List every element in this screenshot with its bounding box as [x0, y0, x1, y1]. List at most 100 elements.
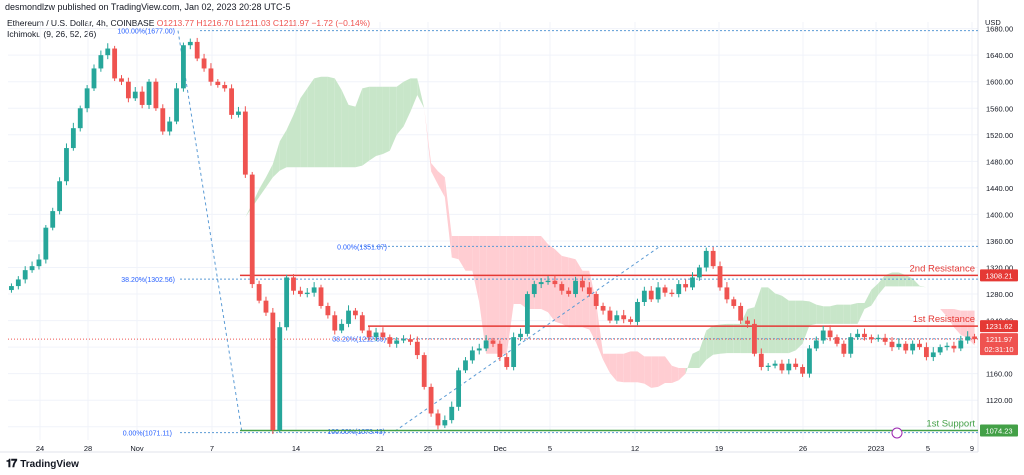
candle-body[interactable] [655, 287, 661, 300]
candle-body[interactable] [483, 340, 489, 349]
candle-body[interactable] [683, 284, 689, 288]
candle-body[interactable] [359, 315, 365, 331]
candle-body[interactable] [868, 337, 874, 340]
candle-body[interactable] [125, 81, 131, 99]
candle-body[interactable] [752, 323, 757, 354]
candle-body[interactable] [167, 121, 173, 132]
tradingview-logo[interactable]: 𝟏𝟕 TradingView [6, 458, 79, 471]
candle-body[interactable] [696, 267, 702, 278]
candle-body[interactable] [600, 305, 606, 311]
candle-body[interactable] [676, 284, 682, 295]
candle-body[interactable] [662, 287, 668, 293]
candle-body[interactable] [256, 284, 262, 301]
candle-body[interactable] [249, 174, 255, 285]
candle-body[interactable] [277, 327, 283, 431]
candle-body[interactable] [64, 148, 69, 182]
candle-body[interactable] [346, 310, 351, 324]
candle-body[interactable] [215, 81, 221, 86]
candle-body[interactable] [146, 81, 152, 105]
symbol-label[interactable]: Ethereum / U.S. Dollar, 4h, COINBASE [7, 18, 155, 28]
candle-body[interactable] [889, 341, 895, 348]
candle-body[interactable] [408, 339, 413, 342]
candle-body[interactable] [862, 333, 867, 338]
candle-body[interactable] [524, 294, 530, 334]
candle-body[interactable] [855, 333, 861, 338]
candle-body[interactable] [786, 363, 792, 371]
candle-body[interactable] [848, 337, 854, 354]
candle-body[interactable] [745, 320, 750, 324]
candle-body[interactable] [958, 340, 964, 349]
candle-body[interactable] [738, 305, 744, 321]
candle-body[interactable] [641, 290, 647, 302]
candle-body[interactable] [222, 85, 228, 89]
candle-body[interactable] [119, 78, 124, 82]
candle-body[interactable] [181, 45, 186, 89]
candle-body[interactable] [263, 300, 269, 313]
candle-body[interactable] [229, 88, 234, 115]
candle-body[interactable] [311, 287, 317, 293]
candle-body[interactable] [580, 280, 585, 288]
candle-body[interactable] [353, 310, 358, 316]
candle-body[interactable] [669, 292, 675, 295]
candle-body[interactable] [380, 332, 386, 338]
candle-body[interactable] [937, 347, 943, 353]
candle-body[interactable] [800, 367, 805, 374]
candle-body[interactable] [469, 350, 475, 361]
candle-body[interactable] [951, 345, 957, 349]
candle-body[interactable] [703, 250, 709, 268]
candle-body[interactable] [36, 259, 42, 267]
candle-body[interactable] [944, 345, 950, 348]
candle-body[interactable] [401, 339, 406, 341]
candle-body[interactable] [284, 277, 290, 328]
candle-body[interactable] [779, 363, 785, 371]
candle-body[interactable] [139, 91, 145, 105]
candle-body[interactable] [559, 284, 565, 291]
candle-body[interactable] [827, 330, 833, 338]
candle-body[interactable] [614, 315, 620, 321]
candle-body[interactable] [710, 250, 716, 267]
candle-body[interactable] [70, 128, 76, 149]
candle-body[interactable] [160, 108, 166, 132]
candle-body[interactable] [394, 340, 400, 344]
candle-body[interactable] [449, 406, 455, 421]
candle-body[interactable] [875, 337, 881, 340]
candle-body[interactable] [9, 286, 14, 291]
candle-body[interactable] [518, 333, 523, 338]
candle-body[interactable] [497, 343, 503, 358]
candle-body[interactable] [923, 347, 929, 358]
candle-body[interactable] [538, 282, 544, 285]
candle-body[interactable] [820, 330, 826, 341]
candle-body[interactable] [421, 355, 427, 387]
candle-body[interactable] [504, 357, 510, 368]
candle-body[interactable] [174, 88, 179, 122]
candle-body[interactable] [318, 287, 324, 306]
candle-body[interactable] [456, 370, 462, 407]
indicator-label[interactable]: Ichimoku (9, 26, 52, 26) [7, 29, 97, 39]
candle-body[interactable] [813, 340, 819, 349]
candle-body[interactable] [841, 343, 847, 354]
candle-body[interactable] [731, 299, 737, 306]
candle-body[interactable] [242, 111, 248, 175]
candle-body[interactable] [476, 348, 482, 351]
candle-body[interactable] [187, 41, 193, 46]
candle-body[interactable] [428, 386, 434, 414]
candle-body[interactable] [366, 330, 372, 338]
candle-body[interactable] [291, 277, 296, 291]
candle-body[interactable] [414, 341, 420, 356]
candle-body[interactable] [793, 363, 799, 368]
candle-body[interactable] [236, 111, 241, 115]
candle-body[interactable] [586, 287, 592, 295]
candle-body[interactable] [91, 68, 97, 89]
candle-body[interactable] [903, 343, 909, 351]
candle-body[interactable] [373, 332, 379, 338]
candle-body[interactable] [112, 48, 118, 79]
candle-body[interactable] [628, 319, 633, 322]
candle-body[interactable] [77, 108, 83, 129]
event-marker-icon[interactable] [891, 427, 903, 439]
candle-body[interactable] [690, 277, 695, 288]
candle-body[interactable] [387, 337, 393, 344]
candle-body[interactable] [50, 211, 56, 228]
candle-body[interactable] [930, 352, 936, 358]
candle-body[interactable] [573, 280, 578, 295]
candle-body[interactable] [105, 48, 111, 56]
